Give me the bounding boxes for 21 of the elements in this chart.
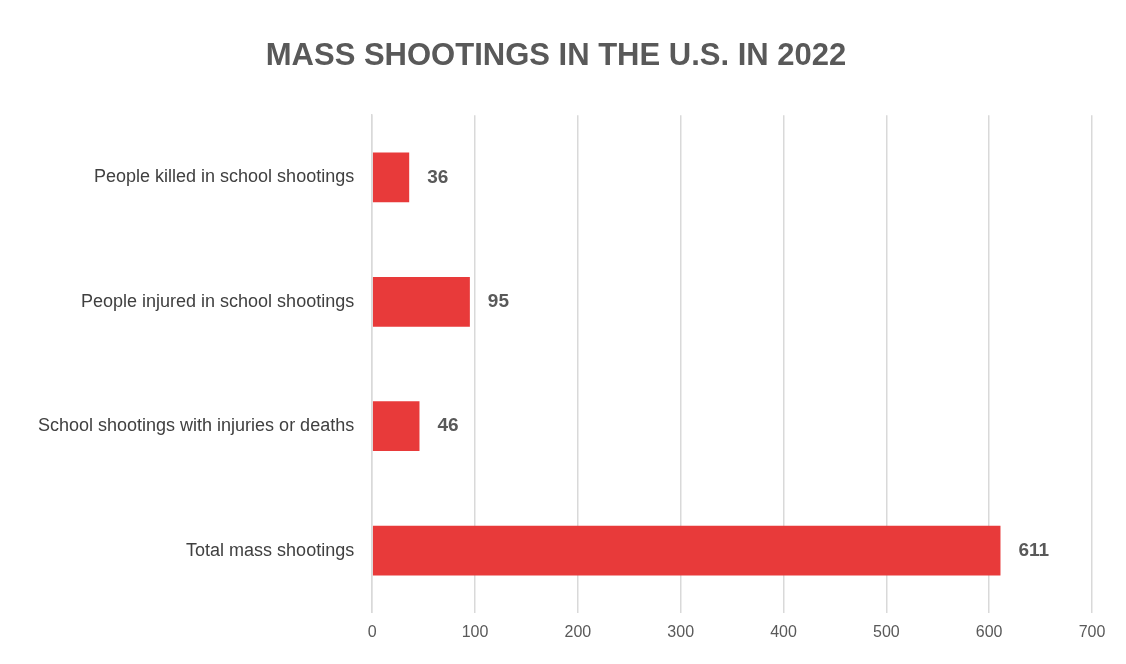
data-label: 36: [427, 165, 449, 187]
x-tick-label: 0: [367, 622, 377, 640]
y-tick-label: People injured in school shootings: [80, 290, 355, 311]
y-tick-label: People killed in school shootings: [94, 166, 355, 187]
x-tick-label: 600: [975, 622, 1003, 640]
x-tick-label: 100: [461, 622, 489, 640]
x-tick-label: 700: [1078, 622, 1106, 640]
x-tick-label: 300: [667, 622, 695, 640]
data-label: 46: [437, 414, 459, 436]
bar: [372, 401, 420, 452]
bar: [372, 525, 1001, 576]
x-tick-label: 200: [564, 622, 592, 640]
chart-title: MASS SHOOTINGS IN THE U.S. IN 2022: [265, 37, 847, 73]
y-tick-label: Total mass shootings: [186, 539, 355, 560]
data-label: 95: [487, 290, 510, 312]
bar: [372, 152, 410, 203]
data-label: 611: [1018, 538, 1050, 560]
bar: [372, 276, 470, 327]
y-tick-label: School shootings with injuries or deaths: [37, 415, 355, 436]
x-tick-label: 400: [770, 622, 797, 640]
x-tick-label: 500: [872, 622, 900, 640]
